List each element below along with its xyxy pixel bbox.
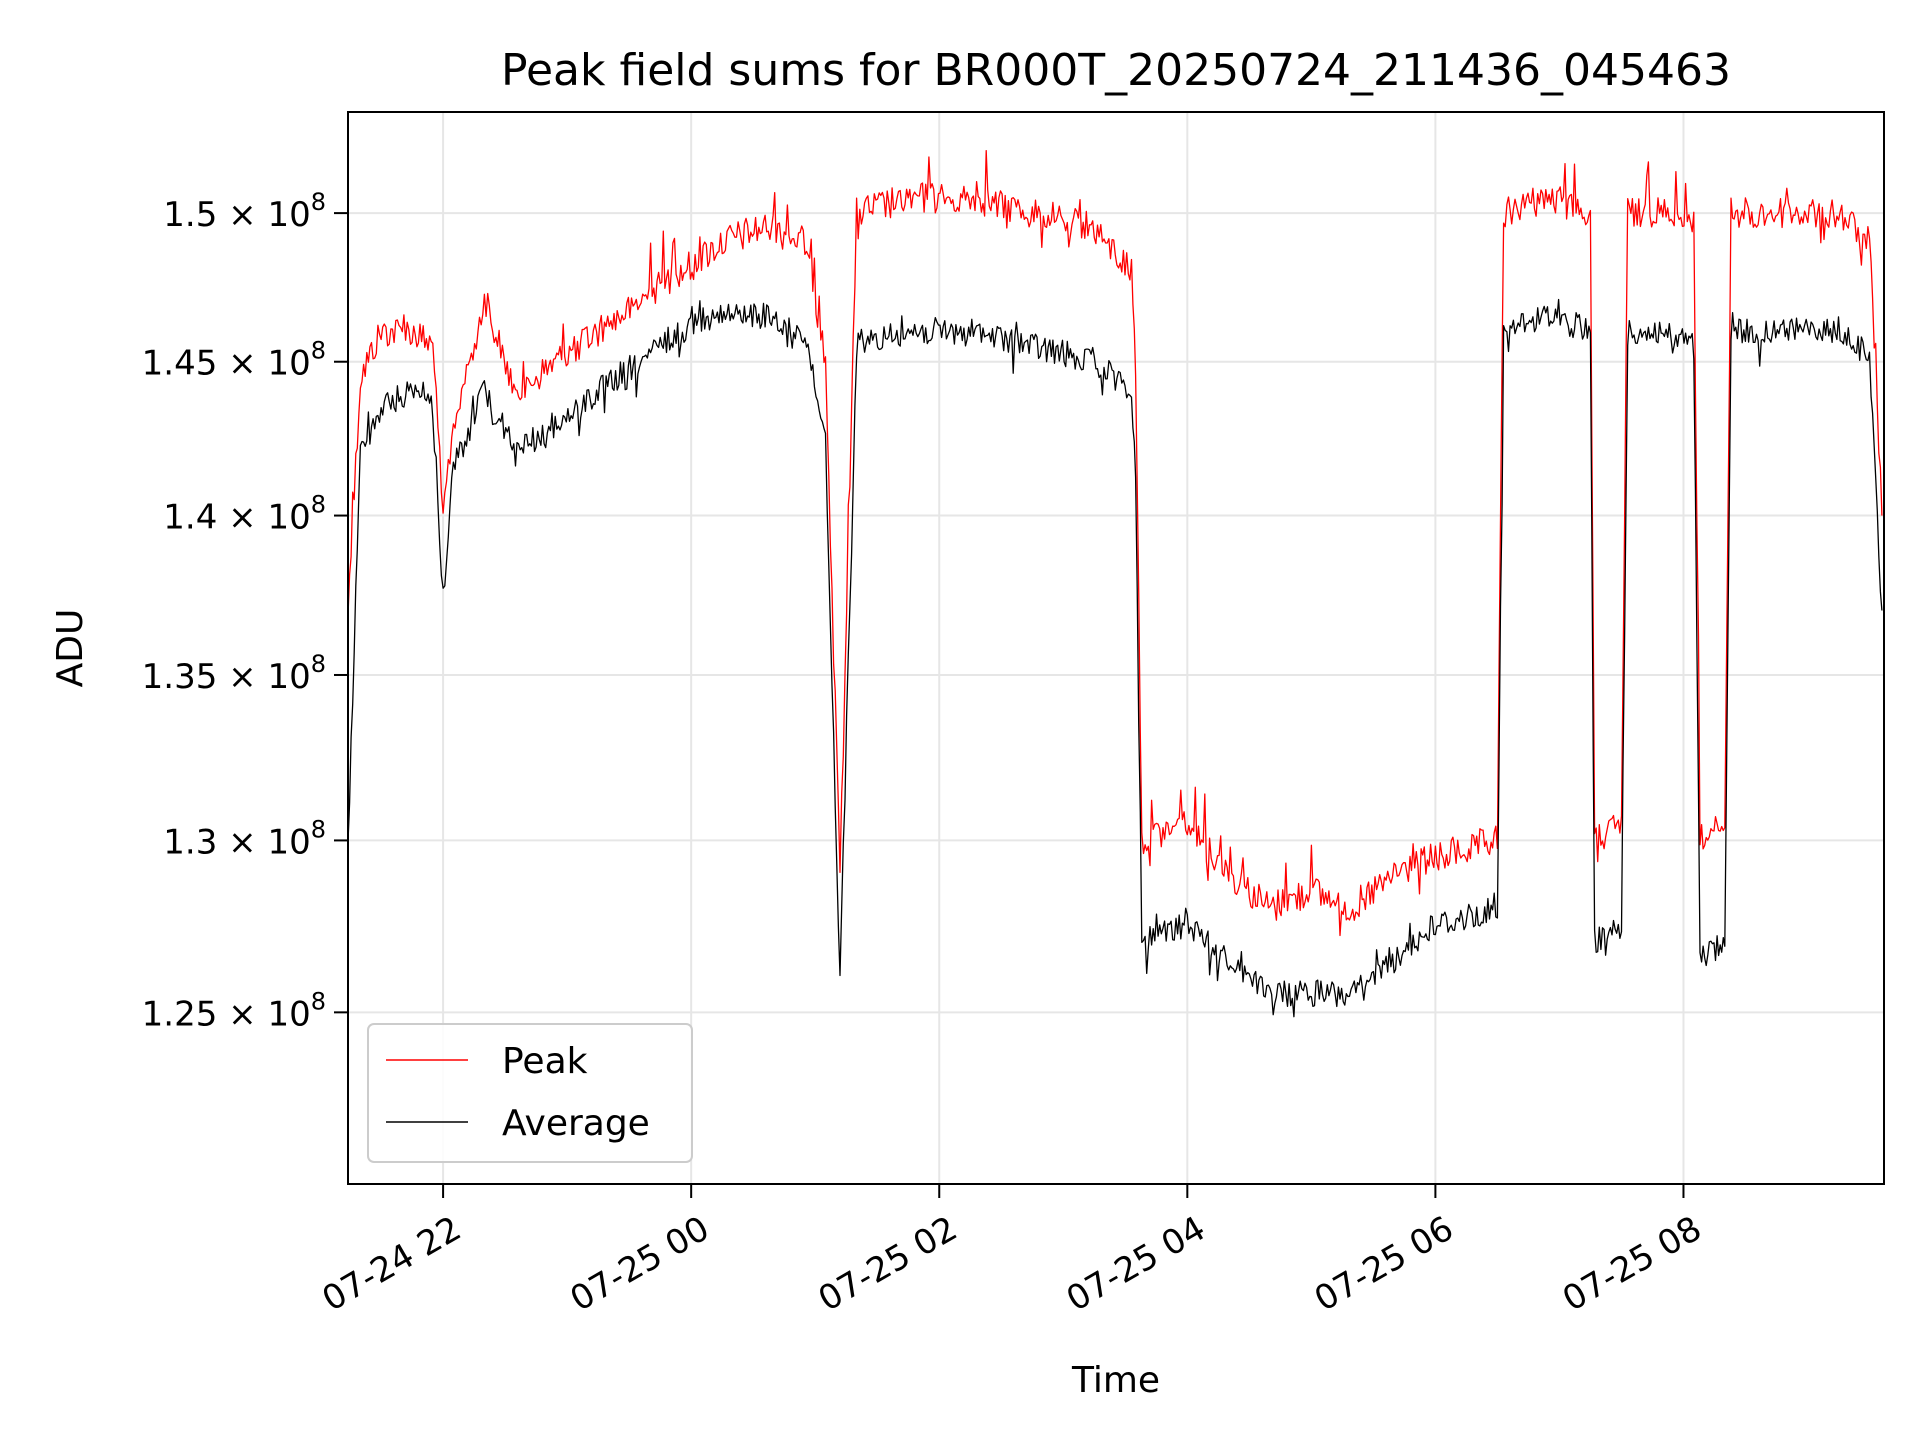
y-tick-label: 1.4 × 108 <box>163 491 326 538</box>
legend-average-label: Average <box>502 1103 650 1144</box>
y-axis-ticks: 1.25 × 108 1.3 × 108 1.35 × 108 1.4 × 108 1.… <box>142 188 348 1034</box>
y-tick-label: 1.5 × 108 <box>163 188 326 235</box>
axes-frame <box>347 111 1885 1185</box>
y-tick-label: 1.25 × 108 <box>142 987 326 1034</box>
y-axis-label: ADU <box>50 609 91 688</box>
y-tick-label: 1.35 × 108 <box>142 650 326 697</box>
legend-peak-label: Peak <box>502 1041 588 1082</box>
x-axis-label: Time <box>1071 1360 1160 1401</box>
y-tick-label: 1.3 × 108 <box>163 815 326 862</box>
plot-area <box>347 150 1883 1018</box>
legend-box <box>367 1023 693 1163</box>
y-tick-label: 1.45 × 108 <box>142 337 326 384</box>
legend: Peak Average <box>367 1023 693 1163</box>
series-line-average <box>347 298 1883 1018</box>
chart-title: Peak field sums for BR000T_20250724_2114… <box>501 45 1731 96</box>
series-line-peak <box>347 150 1883 937</box>
